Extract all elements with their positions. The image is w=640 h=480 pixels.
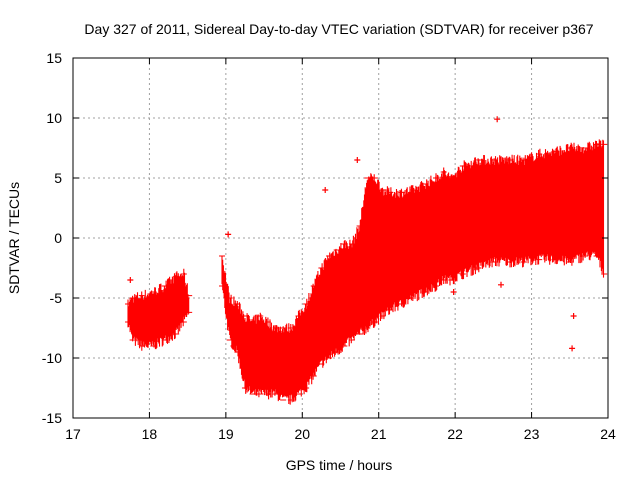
y-tick-label: 10 — [46, 110, 62, 126]
outlier-point — [230, 343, 237, 349]
outlier-point — [494, 116, 501, 123]
outlier-point — [569, 345, 576, 352]
x-tick-label: 21 — [371, 426, 387, 442]
y-tick-labels: -15 -10 -5 0 5 10 15 — [42, 50, 62, 426]
x-tick-label: 23 — [524, 426, 540, 442]
chart-title: Day 327 of 2011, Sidereal Day-to-day VTE… — [84, 21, 593, 37]
outlier-point — [570, 313, 577, 319]
y-tick-label: -5 — [50, 290, 63, 306]
x-tick-label: 19 — [218, 426, 234, 442]
outlier-points — [127, 116, 577, 352]
y-tick-label: 0 — [54, 230, 62, 246]
x-tick-label: 18 — [142, 426, 158, 442]
x-tick-label: 22 — [447, 426, 463, 442]
y-tick-label: 15 — [46, 50, 62, 66]
x-axis-title: GPS time / hours — [286, 457, 393, 473]
axis-ticks — [72, 57, 609, 419]
data-band — [127, 139, 605, 405]
x-tick-labels: 17 18 19 20 21 22 23 24 — [65, 426, 616, 442]
outlier-point — [498, 281, 504, 288]
x-tick-label: 20 — [294, 426, 310, 442]
outlier-point — [225, 231, 232, 238]
data-bands — [125, 139, 608, 405]
outlier-point — [322, 187, 329, 193]
outlier-point — [450, 289, 457, 295]
x-tick-label: 24 — [600, 426, 616, 442]
y-tick-label: -15 — [42, 410, 62, 426]
x-tick-label: 17 — [65, 426, 81, 442]
outlier-point — [127, 277, 134, 283]
y-axis-title: SDTVAR / TECUs — [6, 182, 22, 294]
data-band-whiskers — [125, 143, 608, 401]
outlier-point — [354, 157, 361, 163]
y-tick-label: 5 — [54, 170, 62, 186]
y-tick-label: -10 — [42, 350, 62, 366]
